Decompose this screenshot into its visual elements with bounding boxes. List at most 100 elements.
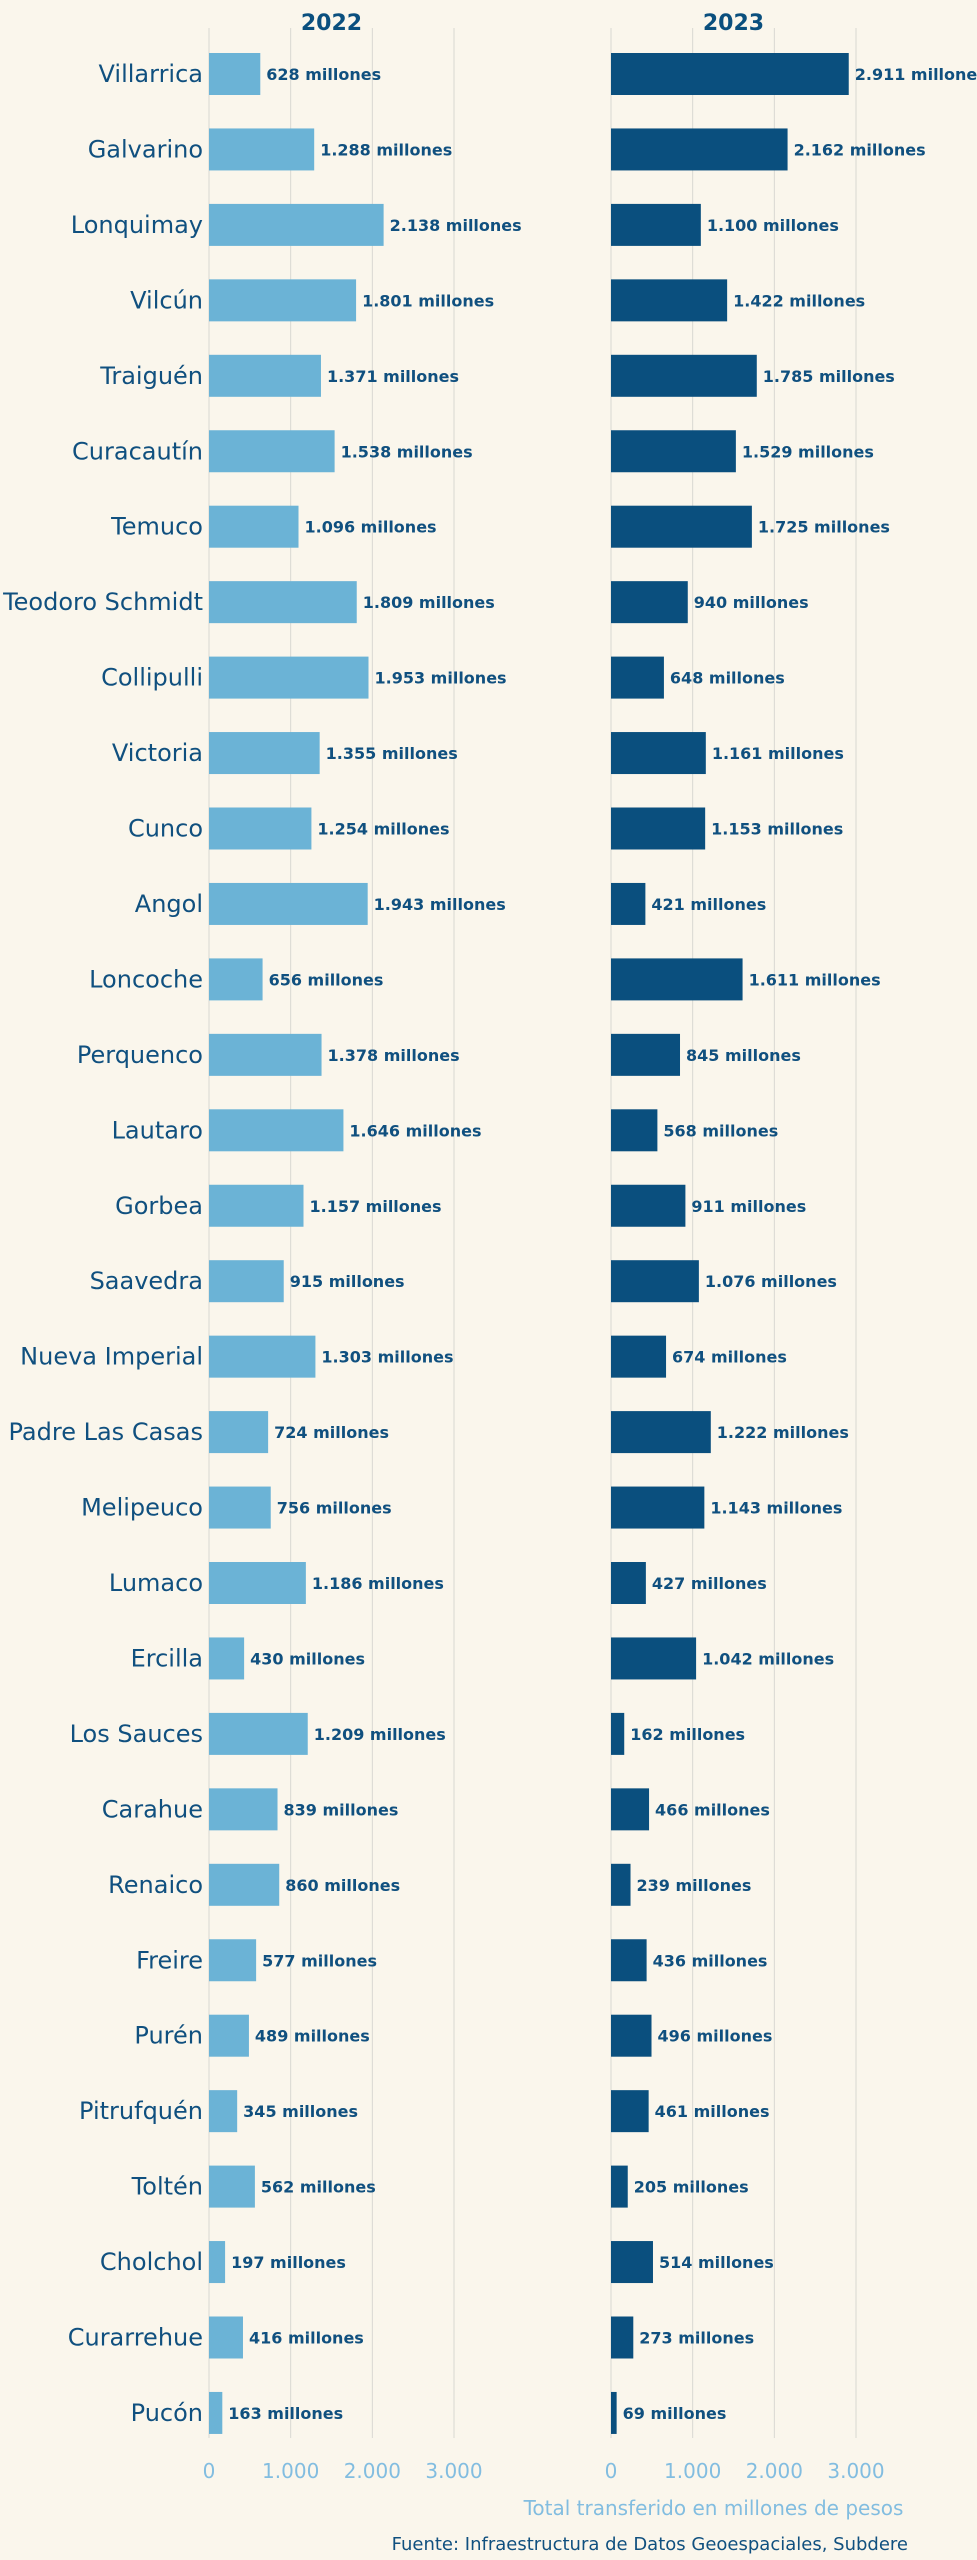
category-label-padre-las-casas: Padre Las Casas: [9, 1418, 203, 1446]
value-label-2022-nueva-imperial: 1.303 millones: [321, 1348, 453, 1367]
bar-2023-temuco: [611, 505, 752, 548]
value-label-2022-lonquimay: 2.138 millones: [390, 216, 522, 235]
bar-2023-saavedra: [611, 1260, 699, 1303]
bar-2022-traiguen: [209, 354, 321, 397]
bar-2022-perquenco: [209, 1033, 322, 1076]
value-label-2022-cholchol: 197 millones: [231, 2253, 346, 2272]
category-label-lonquimay: Lonquimay: [71, 211, 203, 239]
value-label-2023-vilcun: 1.422 millones: [733, 291, 865, 310]
value-label-2023-freire: 436 millones: [653, 1951, 768, 1970]
bar-2022-los-sauces: [209, 1712, 308, 1755]
bar-2022-cholchol: [209, 2241, 226, 2284]
bar-2023-nueva-imperial: [611, 1335, 667, 1378]
bar-2023-curarrehue: [611, 2316, 634, 2359]
value-label-2022-padre-las-casas: 724 millones: [274, 1423, 389, 1442]
category-label-temuco: Temuco: [110, 513, 203, 541]
x-tick-label-2023-2000: 2.000: [746, 2459, 803, 2483]
bar-2023-cunco: [611, 807, 706, 850]
value-label-2022-galvarino: 1.288 millones: [320, 140, 452, 159]
value-label-2022-teodoro-schmidt: 1.809 millones: [363, 593, 495, 612]
value-label-2023-teodoro-schmidt: 940 millones: [694, 593, 809, 612]
value-label-2022-lumaco: 1.186 millones: [312, 1574, 444, 1593]
grid-layer: [208, 28, 857, 2438]
x-tick-label-2022-3000: 3.000: [425, 2459, 482, 2483]
bar-2022-curacautin: [209, 430, 335, 473]
bar-2022-nueva-imperial: [209, 1335, 316, 1378]
value-label-2023-pucon: 69 millones: [623, 2404, 727, 2423]
value-label-2022-freire: 577 millones: [262, 1951, 377, 1970]
value-label-2023-carahue: 466 millones: [655, 1800, 770, 1819]
value-label-2023-curarrehue: 273 millones: [639, 2329, 754, 2348]
category-label-curarrehue: Curarrehue: [68, 2324, 203, 2352]
value-label-2023-pitrufquen: 461 millones: [655, 2102, 770, 2121]
category-label-galvarino: Galvarino: [88, 135, 203, 163]
value-label-2022-lautaro: 1.646 millones: [349, 1121, 481, 1140]
category-label-vilcun: Vilcún: [130, 286, 203, 314]
value-label-2022-pitrufquen: 345 millones: [243, 2102, 358, 2121]
category-labels: Villarrica Galvarino Lonquimay Vilcún Traigu…: [2, 60, 203, 2427]
value-label-2023-nueva-imperial: 674 millones: [672, 1348, 787, 1367]
value-label-2023-melipeuco: 1.143 millones: [710, 1499, 842, 1518]
value-label-2022-collipulli: 1.953 millones: [375, 669, 507, 688]
category-label-renaico: Renaico: [108, 1871, 203, 1899]
value-label-2023-perquenco: 845 millones: [686, 1046, 801, 1065]
bar-2022-lumaco: [209, 1562, 306, 1604]
bar-2023-ercilla: [611, 1637, 697, 1680]
value-label-2022-curarrehue: 416 millones: [249, 2329, 364, 2348]
value-label-2023-saavedra: 1.076 millones: [705, 1272, 837, 1291]
value-label-2022-traiguen: 1.371 millones: [327, 367, 459, 386]
x-tick-label-2023-1000: 1.000: [664, 2459, 721, 2483]
value-labels: 628 millones 2.911 millones 1.288 millones…: [228, 65, 977, 2423]
category-label-cunco: Cunco: [128, 815, 203, 843]
bar-2022-pitrufquen: [209, 2090, 238, 2133]
category-label-cholchol: Cholchol: [100, 2248, 203, 2276]
bar-2023-victoria: [611, 732, 706, 775]
value-label-2023-traiguen: 1.785 millones: [763, 367, 895, 386]
category-label-loncoche: Loncoche: [89, 965, 203, 993]
value-label-2023-curacautin: 1.529 millones: [742, 442, 874, 461]
value-label-2022-saavedra: 915 millones: [290, 1272, 405, 1291]
bar-2023-melipeuco: [611, 1486, 705, 1529]
bar-2023-angol: [611, 882, 646, 925]
bar-2023-vilcun: [611, 279, 728, 322]
value-label-2022-victoria: 1.355 millones: [326, 744, 458, 763]
bar-2022-curarrehue: [209, 2316, 243, 2359]
category-label-pucon: Pucón: [131, 2399, 203, 2427]
category-label-angol: Angol: [135, 890, 203, 918]
bar-2022-angol: [209, 882, 368, 925]
value-label-2023-victoria: 1.161 millones: [712, 744, 844, 763]
value-label-2023-cunco: 1.153 millones: [711, 820, 843, 839]
value-label-2022-gorbea: 1.157 millones: [309, 1197, 441, 1216]
panel-titles: 2022 2023: [301, 11, 764, 36]
value-label-2023-renaico: 239 millones: [637, 1876, 752, 1895]
value-label-2022-pucon: 163 millones: [228, 2404, 343, 2423]
value-label-2023-gorbea: 911 millones: [691, 1197, 806, 1216]
category-label-lumaco: Lumaco: [109, 1569, 203, 1597]
bar-2023-lumaco: [611, 1562, 646, 1604]
category-label-puren: Purén: [134, 2022, 203, 2050]
x-tick-label-2023-0: 0: [605, 2459, 618, 2483]
category-label-perquenco: Perquenco: [77, 1041, 203, 1069]
category-label-melipeuco: Melipeuco: [81, 1494, 203, 1522]
bar-2022-puren: [209, 2014, 249, 2057]
bar-2023-freire: [611, 1939, 647, 1982]
value-label-2022-perquenco: 1.378 millones: [328, 1046, 460, 1065]
bar-2022-gorbea: [209, 1184, 304, 1227]
value-label-2023-galvarino: 2.162 millones: [794, 140, 926, 159]
value-label-2022-vilcun: 1.801 millones: [362, 291, 494, 310]
value-label-2023-lonquimay: 1.100 millones: [707, 216, 839, 235]
category-label-los-sauces: Los Sauces: [70, 1720, 203, 1748]
bar-2022-tolten: [209, 2165, 255, 2208]
bar-2022-villarrica: [209, 53, 261, 95]
category-label-carahue: Carahue: [102, 1795, 203, 1823]
value-label-2023-loncoche: 1.611 millones: [749, 970, 881, 989]
value-label-2022-cunco: 1.254 millones: [317, 820, 449, 839]
bar-2022-melipeuco: [209, 1486, 271, 1529]
value-label-2022-ercilla: 430 millones: [250, 1649, 365, 1668]
category-label-nueva-imperial: Nueva Imperial: [20, 1343, 203, 1371]
value-label-2023-angol: 421 millones: [651, 895, 766, 914]
bar-2023-perquenco: [611, 1033, 681, 1076]
bar-2022-carahue: [209, 1788, 278, 1831]
value-label-2023-los-sauces: 162 millones: [630, 1725, 745, 1744]
